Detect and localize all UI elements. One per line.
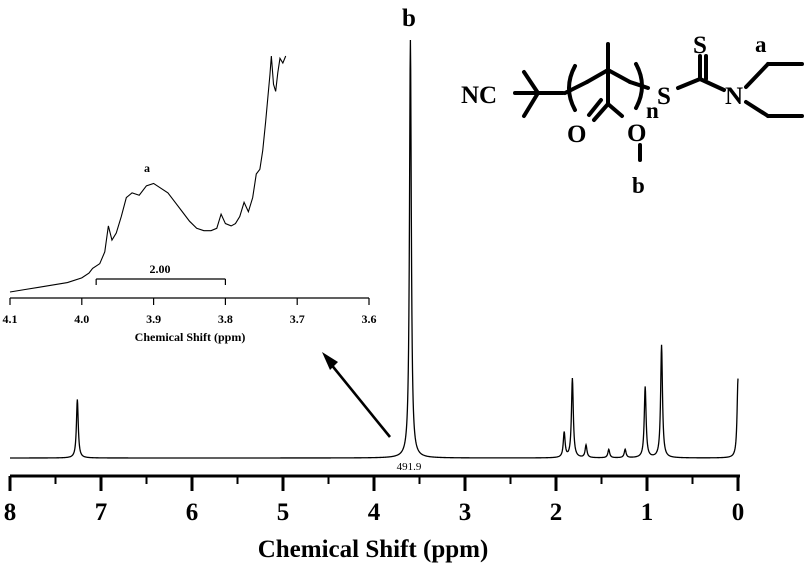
molecule-o-carbonyl: O <box>567 121 586 148</box>
main-peak-label-b: b <box>402 5 416 32</box>
molecule-o-ester: O <box>627 120 646 147</box>
inset-peak-label-a: a <box>144 161 150 175</box>
molecule-structure <box>513 42 804 162</box>
inset-x-axis-label: Chemical Shift (ppm) <box>135 330 246 344</box>
main-x-axis-label: Chemical Shift (ppm) <box>258 536 489 563</box>
main-x-tick-label: 3 <box>459 499 472 526</box>
molecule-n-amine: N <box>725 83 743 110</box>
main-x-tick-label: 6 <box>186 499 199 526</box>
main-x-tick-label: 8 <box>4 499 17 526</box>
molecule-nc: NC <box>461 82 497 109</box>
inset-x-tick-label: 4.1 <box>3 312 18 326</box>
inset-x-tick-label: 3.9 <box>146 312 161 326</box>
inset-x-tick-label: 3.7 <box>290 312 305 326</box>
inset-integral-value: 2.00 <box>150 262 171 276</box>
main-x-ticks: 8 7 6 5 4 3 2 1 0 <box>4 476 745 526</box>
inset-x-tick-label: 3.8 <box>218 312 233 326</box>
molecule-labels: NC n O O S S N a b <box>461 32 767 198</box>
inset-chart: 4.1 4.0 3.9 3.8 3.7 3.6 a 2.00 Chemical Shift… <box>3 55 377 344</box>
inset-x-tick-label: 4.0 <box>74 312 89 326</box>
inset-x-tick-label: 3.6 <box>362 312 377 326</box>
molecule-s-thio: S <box>657 83 671 110</box>
molecule-s-thione: S <box>693 32 707 59</box>
main-x-tick-label: 7 <box>95 499 108 526</box>
molecule-label-a: a <box>755 32 767 57</box>
molecule-n-subscript: n <box>646 98 659 123</box>
main-x-tick-label: 4 <box>368 499 381 526</box>
main-spectrum-line <box>10 39 739 459</box>
inset-x-ticks: 4.1 4.0 3.9 3.8 3.7 3.6 <box>3 298 377 326</box>
main-x-tick-label: 0 <box>732 499 745 526</box>
molecule-label-b: b <box>632 173 645 198</box>
inset-integral <box>95 278 226 285</box>
main-chart: 8 7 6 5 4 3 2 1 0 b 491.9 Chemical Shift (ppm) <box>4 5 745 563</box>
main-x-tick-label: 1 <box>641 499 654 526</box>
main-integral-value: 491.9 <box>397 461 422 473</box>
inset-pointer-arrow <box>322 352 392 438</box>
inset-spectrum-line <box>9 55 287 293</box>
main-x-tick-label: 2 <box>550 499 563 526</box>
main-x-tick-label: 5 <box>277 499 290 526</box>
